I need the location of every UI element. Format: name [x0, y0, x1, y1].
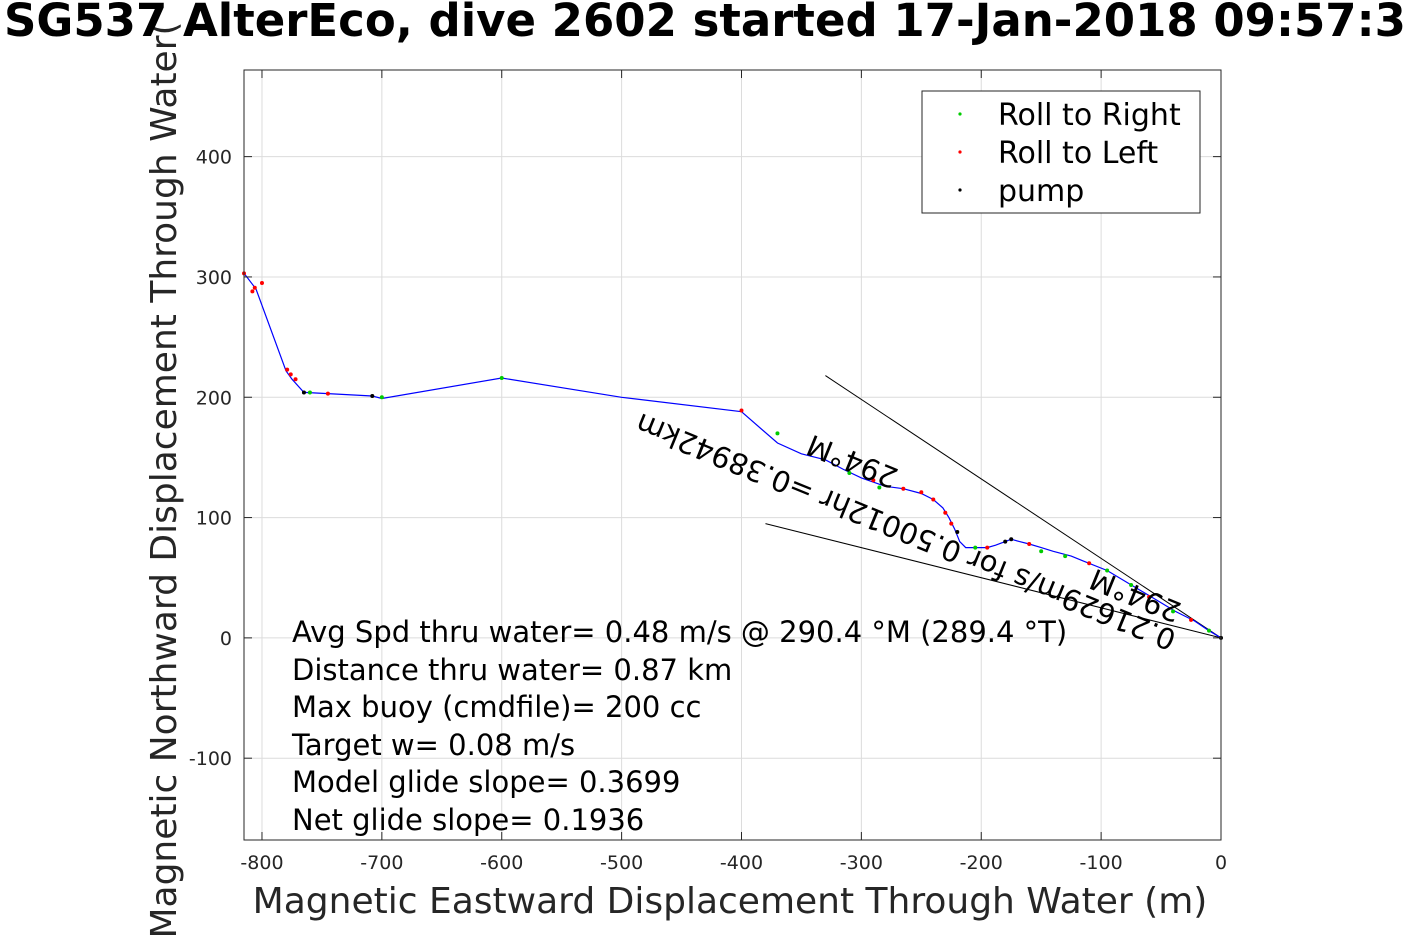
x-tick-label: -100 — [1080, 852, 1123, 874]
x-tick-label: -400 — [720, 852, 763, 874]
reference-lines — [765, 375, 1222, 639]
reference-line — [825, 375, 1222, 639]
roll-right-point — [379, 395, 384, 400]
chart-title: SG537 AlterEco, dive 2602 started 17-Jan… — [4, 0, 1406, 47]
roll-left-point — [250, 289, 255, 294]
roll-left-point — [943, 510, 948, 515]
roll-left-point — [288, 372, 293, 377]
pump-point — [1003, 539, 1008, 544]
roll-left-point — [949, 521, 954, 526]
stat-distance: Distance thru water= 0.87 km — [292, 653, 732, 687]
x-tick-label: -700 — [360, 852, 403, 874]
roll-right-point — [877, 485, 882, 490]
roll-left-point — [1087, 561, 1092, 566]
roll-right-point — [847, 471, 852, 476]
roll-right-point — [1105, 568, 1110, 573]
x-tick-label: -500 — [600, 852, 643, 874]
legend-box — [921, 90, 1201, 214]
roll-left-point — [293, 377, 298, 382]
legend-marker-roll-left — [958, 150, 962, 154]
roll-right-point — [1063, 554, 1068, 559]
roll-left-point — [739, 408, 744, 413]
legend-label-pump: pump — [998, 174, 1084, 209]
y-tick-label: 200 — [196, 387, 232, 409]
pump-point — [1009, 537, 1014, 542]
y-tick-label: -100 — [189, 748, 232, 770]
y-tick-label: 300 — [196, 267, 232, 289]
roll-left-point — [1147, 594, 1152, 599]
x-tick-label: -300 — [840, 852, 883, 874]
legend-label-roll-left: Roll to Left — [998, 136, 1158, 171]
roll-right-point — [499, 376, 504, 380]
stat-target-w: Target w= 0.08 m/s — [291, 728, 575, 762]
roll-left-point — [1189, 617, 1194, 622]
roll-right-point — [307, 390, 312, 395]
x-tick-label: -200 — [960, 852, 1003, 874]
x-tick-label: -800 — [240, 852, 283, 874]
stat-avg-speed: Avg Spd thru water= 0.48 m/s @ 290.4 °M … — [292, 615, 1067, 649]
pump-point — [370, 394, 375, 399]
tick-layer: -800 -700 -600 -500 -400 -300 -200 -100 0 -100 0 10… — [189, 70, 1227, 874]
stat-model-glide: Model glide slope= 0.3699 — [292, 765, 680, 799]
legend: Roll to Right Roll to Left pump — [921, 90, 1201, 214]
x-axis-label: Magnetic Eastward Displacement Through W… — [253, 881, 1208, 922]
roll-left-point — [1027, 542, 1032, 547]
legend-label-roll-right: Roll to Right — [998, 98, 1181, 133]
roll-right-point — [973, 545, 978, 550]
roll-left-point — [985, 545, 990, 550]
roll-right-point — [1207, 628, 1212, 633]
roll-left-point — [901, 486, 906, 491]
roll-left-point — [252, 285, 257, 290]
x-tick-label: -600 — [480, 852, 523, 874]
y-tick-label: 400 — [196, 147, 232, 169]
pump-point — [301, 390, 306, 395]
roll-right-point — [775, 431, 780, 436]
y-axis-label: Magnetic Northward Displacement Through … — [144, 21, 185, 938]
roll-left-point — [871, 478, 876, 483]
stat-max-buoy: Max buoy (cmdfile)= 200 cc — [292, 690, 701, 724]
y-tick-label: 100 — [196, 508, 232, 530]
reference-line — [765, 523, 1222, 639]
x-tick-label: 0 — [1215, 852, 1227, 874]
pump-point — [955, 530, 960, 534]
plot-frame — [243, 69, 1222, 841]
roll-left-point — [285, 367, 290, 372]
roll-left-point — [325, 391, 330, 396]
roll-left-point — [919, 490, 924, 495]
stats-annotation: Avg Spd thru water= 0.48 m/s @ 290.4 °M … — [291, 615, 1067, 837]
legend-marker-pump — [958, 188, 962, 192]
roll-right-point — [1129, 582, 1134, 587]
legend-marker-roll-right — [958, 112, 962, 116]
roll-right-point — [1171, 609, 1176, 614]
roll-left-point — [259, 280, 264, 285]
roll-left-point — [931, 497, 936, 502]
roll-right-point — [1039, 549, 1044, 554]
stat-net-glide: Net glide slope= 0.1936 — [292, 803, 644, 837]
y-tick-label: 0 — [220, 628, 232, 650]
